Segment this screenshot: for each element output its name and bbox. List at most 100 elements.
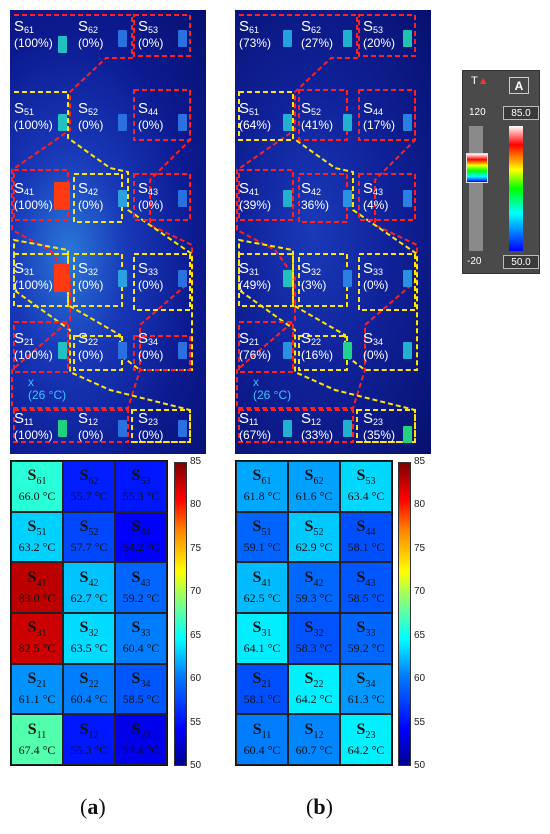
cell-temperature: 59.3 °C xyxy=(295,590,333,605)
sensor-chip xyxy=(178,30,187,47)
colorbar-tick-label: 50 xyxy=(414,760,426,771)
cell-temperature: 61.6 °C xyxy=(295,489,333,504)
cell-sensor-name: S11 xyxy=(252,720,272,741)
cell-temperature: 60.7 °C xyxy=(295,742,333,757)
heatmap-cell: S41 62.5 °C xyxy=(236,562,288,613)
sensor-chip xyxy=(118,190,127,207)
cell-sensor-name: S12 xyxy=(79,720,99,741)
heatmap-cell: S41 83.0 °C xyxy=(11,562,63,613)
sensor-label: S61 (100%) xyxy=(14,18,53,50)
cell-sensor-name: S61 xyxy=(252,467,272,488)
colorbar-tick-label: 80 xyxy=(414,499,426,511)
heatmap-cell: S34 61.3 °C xyxy=(340,663,392,715)
hot-zone-boundary xyxy=(236,14,418,409)
sensor-label: S34 (0%) xyxy=(138,330,164,362)
heatmap-cell: S51 63.2 °C xyxy=(11,511,63,563)
sensor-chip xyxy=(118,342,127,359)
heatmap-cell: S61 61.8 °C xyxy=(236,461,288,512)
sensor-label: S21 (76%) xyxy=(239,330,272,362)
sensor-chip xyxy=(343,342,352,359)
cell-temperature: 62.5 °C xyxy=(243,590,281,605)
sensor-chip xyxy=(343,190,352,207)
sensor-label: S32 (0%) xyxy=(78,260,104,292)
cell-sensor-name: S51 xyxy=(27,517,47,539)
sensor-chip xyxy=(118,270,127,287)
heatmap-cell: S61 66.0 °C xyxy=(11,461,63,512)
heatmap-cell: S33 59.2 °C xyxy=(340,613,392,664)
cell-temperature: 64.1 °C xyxy=(243,641,281,656)
cell-sensor-name: S34 xyxy=(356,669,376,691)
sensor-chip xyxy=(178,420,187,437)
cell-sensor-name: S52 xyxy=(304,517,324,539)
heatmap-cell: S42 59.3 °C xyxy=(288,562,340,613)
cell-sensor-name: S44 xyxy=(356,517,376,539)
range-min-label: -20 xyxy=(467,256,482,267)
auto-scale-button[interactable]: A xyxy=(509,77,529,94)
heatmap-a: S61 66.0 °C S62 55.7 °C S53 55.3 °C S51 63.2 °C… xyxy=(10,460,168,766)
heatmap-cell: S22 64.2 °C xyxy=(288,663,340,715)
heatmap-cell: S52 62.9 °C xyxy=(288,511,340,563)
range-slider-track[interactable] xyxy=(469,126,483,251)
cell-temperature: 61.3 °C xyxy=(347,692,385,707)
cell-sensor-name: S22 xyxy=(79,669,99,691)
cell-sensor-name: S11 xyxy=(27,720,47,741)
heatmap-cell: S53 55.3 °C xyxy=(115,461,167,512)
cell-sensor-name: S52 xyxy=(79,517,99,539)
color-scale-widget: T▲ A 120 85.0 -20 50.0 xyxy=(462,70,540,274)
colorbar-tick-label: 85 xyxy=(190,456,202,467)
range-slider-handle[interactable] xyxy=(466,153,488,183)
sensor-chip xyxy=(283,30,292,47)
cell-sensor-name: S62 xyxy=(304,467,324,488)
sensor-label: S51 (100%) xyxy=(14,100,53,132)
sensor-label: S53 (0%) xyxy=(138,18,164,50)
cell-temperature: 55.7 °C xyxy=(70,489,108,504)
heatmap-cell: S31 64.1 °C xyxy=(236,613,288,664)
sensor-chip xyxy=(178,270,187,287)
cell-sensor-name: S42 xyxy=(304,568,324,589)
palette-bar xyxy=(509,126,523,251)
cell-sensor-name: S62 xyxy=(79,467,99,488)
cell-temperature: 59.1 °C xyxy=(243,540,281,555)
cold-zone-boundary xyxy=(13,91,193,443)
cell-temperature: 59.2 °C xyxy=(122,590,160,605)
heatmap-cell: S21 61.1 °C xyxy=(11,663,63,715)
colorbar-tick-label: 75 xyxy=(414,542,426,554)
panel-label-b: (b) xyxy=(306,794,333,819)
cell-temperature: 55.3 °C xyxy=(122,489,160,504)
level-high-field[interactable]: 85.0 xyxy=(503,106,539,120)
sensor-chip xyxy=(343,270,352,287)
colorbar-tick-label: 80 xyxy=(190,499,202,511)
heatmap-cell: S43 59.2 °C xyxy=(115,562,167,613)
heatmap-cell: S12 55.3 °C xyxy=(63,714,115,765)
sensor-label: S44 (17%) xyxy=(363,100,396,132)
heatmap-cell: S62 55.7 °C xyxy=(63,461,115,512)
heatmap-cell: S11 67.4 °C xyxy=(11,714,63,765)
palette-icon[interactable]: T▲ xyxy=(471,75,489,87)
sensor-chip xyxy=(178,114,187,131)
sensor-chip xyxy=(178,190,187,207)
cell-temperature: 64.2 °C xyxy=(295,692,333,707)
sensor-chip xyxy=(54,264,70,292)
sensor-label: S43 (0%) xyxy=(138,180,164,212)
sensor-chip xyxy=(283,420,292,437)
cell-temperature: 62.9 °C xyxy=(295,540,333,555)
heatmap-cell: S62 61.6 °C xyxy=(288,461,340,512)
cell-sensor-name: S41 xyxy=(27,568,47,589)
heatmap-cell: S22 60.4 °C xyxy=(63,663,115,715)
sensor-label: S33 (0%) xyxy=(138,260,164,292)
sensor-label: S12 (33%) xyxy=(301,410,334,442)
heatmap-cell: S53 63.4 °C xyxy=(340,461,392,512)
cell-sensor-name: S41 xyxy=(252,568,272,589)
cell-temperature: 61.1 °C xyxy=(18,692,56,707)
cell-sensor-name: S31 xyxy=(252,619,272,640)
sensor-label: S23 (35%) xyxy=(363,410,396,442)
sensor-label: S44 (0%) xyxy=(138,100,164,132)
sensor-chip xyxy=(118,420,127,437)
colorbar-tick-label: 60 xyxy=(190,673,202,685)
level-low-field[interactable]: 50.0 xyxy=(503,255,539,269)
cell-temperature: 82.5 °C xyxy=(18,641,56,656)
cell-temperature: 57.7 °C xyxy=(70,540,108,555)
heatmap-cell: S12 60.7 °C xyxy=(288,714,340,765)
sensor-chip xyxy=(403,190,412,207)
cell-sensor-name: S53 xyxy=(131,467,151,488)
